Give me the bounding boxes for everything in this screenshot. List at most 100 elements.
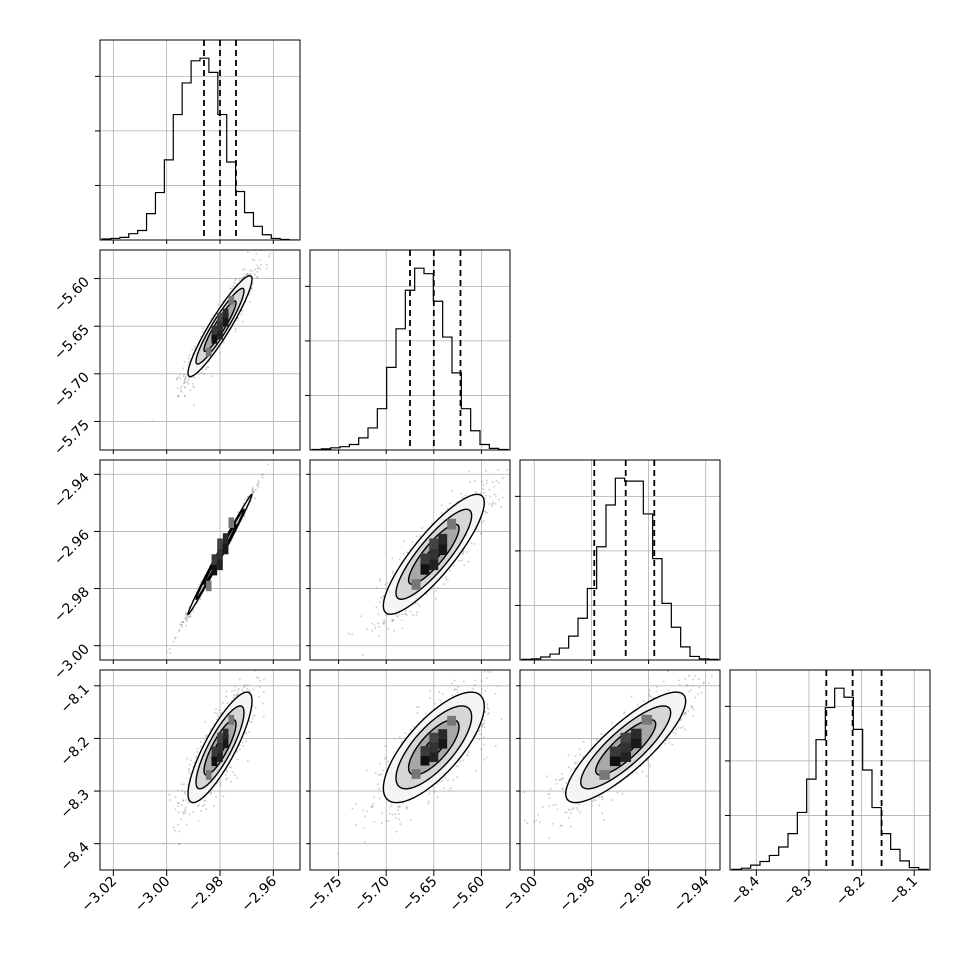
- sample-point: [494, 502, 497, 505]
- sample-point: [237, 692, 239, 695]
- sample-point: [377, 773, 380, 776]
- sample-point: [231, 690, 233, 692]
- sample-point: [183, 812, 185, 815]
- density-bin: [429, 732, 439, 743]
- sample-point: [182, 799, 185, 802]
- sample-point: [246, 274, 248, 277]
- sample-point: [401, 613, 403, 615]
- sample-point: [419, 535, 421, 537]
- sample-point: [235, 751, 238, 753]
- sample-point: [480, 532, 482, 534]
- sample-point: [513, 468, 515, 470]
- sample-point: [237, 317, 239, 319]
- sample-point: [210, 792, 213, 795]
- sample-point: [374, 771, 377, 774]
- panel-frame: [519, 459, 721, 661]
- sample-point: [378, 788, 381, 791]
- sample-point: [409, 610, 412, 613]
- sample-point: [243, 514, 245, 516]
- sample-point: [485, 482, 488, 485]
- sample-point: [569, 825, 572, 828]
- sample-point: [204, 721, 206, 723]
- sample-point: [484, 497, 486, 500]
- sample-point: [415, 613, 418, 616]
- sample-point: [484, 510, 486, 513]
- sample-point: [252, 688, 254, 691]
- sample-point: [210, 375, 213, 378]
- sample-point: [258, 696, 260, 698]
- sample-point: [200, 336, 202, 338]
- sample-point: [233, 774, 236, 776]
- sample-point: [204, 800, 206, 802]
- sample-point: [181, 624, 183, 626]
- sample-point: [451, 682, 454, 685]
- sample-point: [483, 726, 486, 728]
- sample-point: [230, 780, 233, 783]
- sample-point: [506, 468, 509, 471]
- sample-point: [362, 827, 365, 830]
- sample-point: [222, 795, 225, 798]
- density-bin: [420, 746, 430, 756]
- scatter-panel-3-2: −3.00 −2.98 −2.96 −2.94: [499, 669, 721, 915]
- sample-point: [184, 387, 186, 389]
- density-bin: [211, 325, 218, 335]
- sample-point: [189, 359, 192, 361]
- sample-point: [449, 502, 451, 505]
- sample-point: [257, 677, 260, 679]
- density-bin: [420, 564, 430, 575]
- sample-point: [443, 787, 445, 789]
- sample-point: [225, 695, 228, 698]
- sample-point: [384, 583, 387, 586]
- sample-point: [197, 819, 200, 822]
- density-bin: [222, 738, 229, 749]
- sample-point: [243, 268, 246, 270]
- density-bin: [211, 334, 218, 344]
- sample-point: [366, 628, 368, 630]
- sample-point: [480, 692, 483, 695]
- sample-point: [169, 652, 172, 654]
- sample-point: [243, 502, 245, 505]
- sample-point: [187, 361, 190, 364]
- sample-point: [236, 283, 238, 286]
- sample-point: [445, 578, 447, 580]
- density-bin: [217, 559, 223, 571]
- sample-point: [697, 693, 699, 695]
- sample-point: [398, 613, 401, 616]
- sample-point: [375, 586, 378, 589]
- sample-point: [259, 679, 262, 682]
- sample-point: [206, 366, 209, 369]
- sample-point: [371, 622, 373, 625]
- sample-point: [656, 686, 658, 688]
- sample-point: [647, 676, 650, 679]
- sample-point: [230, 540, 232, 542]
- sample-point: [489, 671, 492, 673]
- sample-point: [174, 796, 177, 798]
- sample-point: [176, 378, 179, 381]
- sample-point: [485, 494, 488, 497]
- sample-point: [207, 366, 210, 368]
- sample-point: [196, 747, 199, 750]
- sample-point: [441, 512, 443, 515]
- sample-point: [404, 610, 407, 612]
- sample-point: [497, 498, 500, 501]
- sample-point: [179, 389, 182, 392]
- sample-point: [262, 691, 265, 693]
- sample-point: [244, 683, 247, 686]
- sample-point: [185, 376, 187, 378]
- panel-frame: [99, 669, 301, 871]
- sample-point: [249, 273, 252, 276]
- sample-point: [256, 676, 258, 678]
- sample-point: [651, 698, 654, 700]
- density-bin: [438, 533, 448, 545]
- sample-point: [648, 689, 651, 692]
- sample-point: [611, 799, 614, 801]
- sample-point: [243, 276, 245, 278]
- sample-point: [267, 463, 270, 466]
- density-bin: [217, 732, 223, 743]
- sample-point: [452, 779, 454, 782]
- sample-point: [248, 690, 251, 693]
- sample-point: [484, 690, 487, 692]
- sample-point: [186, 614, 189, 617]
- sample-point: [460, 492, 462, 495]
- sample-point: [209, 791, 211, 793]
